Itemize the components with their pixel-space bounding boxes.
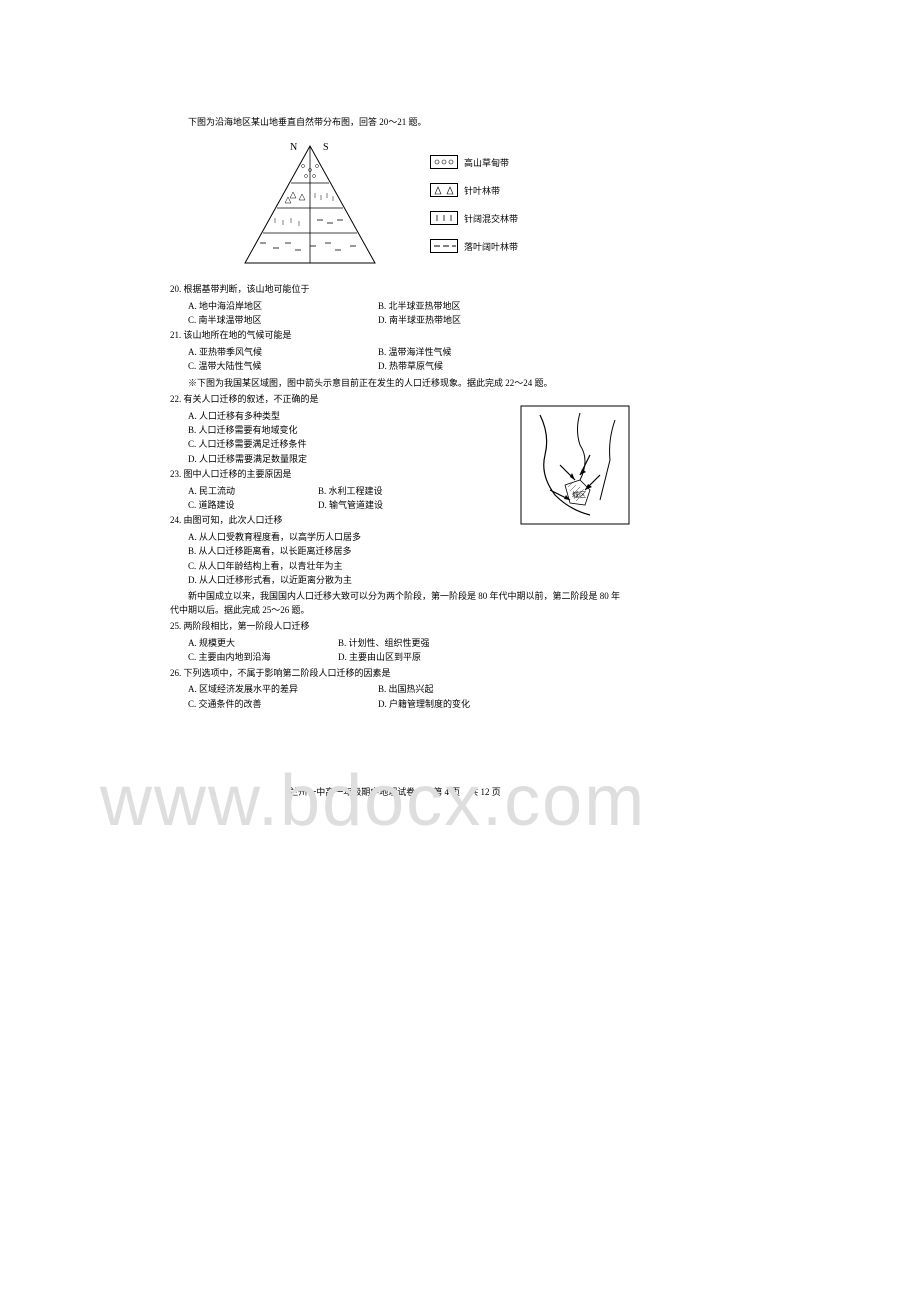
option-d: D. 从人口迁移形式看，以近距离分散为主 bbox=[188, 573, 620, 587]
question-26: 26. 下列选项中，不属于影响第二阶段人口迁移的因素是 A. 区域经济发展水平的… bbox=[170, 667, 620, 711]
north-label: N bbox=[290, 142, 297, 153]
legend-item: 落叶阔叶林带 bbox=[430, 237, 518, 255]
q-num: 20. bbox=[170, 284, 181, 294]
option-d: D. 户籍管理制度的变化 bbox=[378, 697, 620, 711]
q-text: 图中人口迁移的主要原因是 bbox=[184, 469, 292, 479]
option-a: A. 区域经济发展水平的差异 bbox=[188, 682, 378, 696]
q-text: 两阶段相比，第一阶段人口迁移 bbox=[184, 621, 310, 631]
q-text: 有关人口迁移的叙述，不正确的是 bbox=[184, 394, 319, 404]
option-a: A. 亚热带季风气候 bbox=[188, 345, 378, 359]
q-num: 23. bbox=[170, 469, 181, 479]
legend: 高山草甸带 针叶林带 bbox=[430, 153, 518, 265]
legend-label: 高山草甸带 bbox=[464, 156, 509, 169]
legend-item: 高山草甸带 bbox=[430, 153, 518, 171]
legend-item: 针叶林带 bbox=[430, 181, 518, 199]
option-c: C. 南半球温带地区 bbox=[188, 313, 378, 327]
option-a: A. 规模更大 bbox=[188, 636, 338, 650]
option-c: C. 道路建设 bbox=[188, 498, 318, 512]
intro-text-3: 新中国成立以来，我国国内人口迁移大致可以分为两个阶段，第一阶段是 80 年代中期… bbox=[170, 590, 620, 617]
q-num: 25. bbox=[170, 621, 181, 631]
option-c: C. 交通条件的改善 bbox=[188, 697, 378, 711]
option-b: B. 北半球亚热带地区 bbox=[378, 299, 620, 313]
question-25: 25. 两阶段相比，第一阶段人口迁移 A. 规模更大B. 计划性、组织性更强 C… bbox=[170, 620, 620, 664]
legend-box-mixed bbox=[430, 211, 458, 225]
q-text: 下列选项中，不属于影响第二阶段人口迁移的因素是 bbox=[184, 668, 391, 678]
option-d: D. 热带草原气候 bbox=[378, 359, 620, 373]
question-20: 20. 根据基带判断，该山地可能位于 A. 地中海沿岸地区B. 北半球亚热带地区… bbox=[170, 283, 620, 327]
page-content: 下图为沿海地区某山地垂直自然带分布图，回答 20～21 题。 N S bbox=[170, 115, 620, 713]
q-text: 根据基带判断，该山地可能位于 bbox=[184, 284, 310, 294]
option-b: B. 从人口迁移距离看，以长距离迁移居多 bbox=[188, 544, 620, 558]
watermark: www.bdocx.com bbox=[100, 760, 646, 842]
legend-item: 针阔混交林带 bbox=[430, 209, 518, 227]
region-map: 城区 bbox=[520, 405, 630, 525]
question-24: 24. 由图可知，此次人口迁移 A. 从人口受教育程度看，以高学历人口居多 B.… bbox=[170, 514, 620, 587]
mountain-diagram-section: N S bbox=[170, 138, 620, 273]
option-c: C. 主要由内地到沿海 bbox=[188, 650, 338, 664]
option-c: C. 从人口年龄结构上看，以青壮年为主 bbox=[188, 559, 620, 573]
q-num: 21. bbox=[170, 330, 181, 340]
legend-label: 针阔混交林带 bbox=[464, 212, 518, 225]
intro-text-2: ※下图为我国某区域图，图中箭头示意目前正在发生的人口迁移现象。据此完成 22～2… bbox=[170, 377, 620, 391]
legend-box-broadleaf bbox=[430, 239, 458, 253]
legend-box-conifer bbox=[430, 183, 458, 197]
legend-label: 针叶林带 bbox=[464, 184, 500, 197]
south-label: S bbox=[323, 142, 329, 153]
intro-text-1: 下图为沿海地区某山地垂直自然带分布图，回答 20～21 题。 bbox=[170, 115, 620, 128]
legend-label: 落叶阔叶林带 bbox=[464, 240, 518, 253]
option-b: B. 温带海洋性气候 bbox=[378, 345, 620, 359]
option-d: D. 主要由山区到平原 bbox=[338, 650, 620, 664]
option-d: D. 南半球亚热带地区 bbox=[378, 313, 620, 327]
svg-text:城区: 城区 bbox=[572, 491, 586, 499]
mountain-diagram: N S bbox=[235, 138, 385, 268]
q-text: 该山地所在地的气候可能是 bbox=[184, 330, 292, 340]
option-a: A. 地中海沿岸地区 bbox=[188, 299, 378, 313]
option-b: B. 出国热兴起 bbox=[378, 682, 620, 696]
q-text: 由图可知，此次人口迁移 bbox=[184, 515, 283, 525]
option-b: B. 计划性、组织性更强 bbox=[338, 636, 620, 650]
option-c: C. 温带大陆性气候 bbox=[188, 359, 378, 373]
q-num: 22. bbox=[170, 394, 181, 404]
option-a: A. 民工流动 bbox=[188, 484, 318, 498]
legend-box-meadow bbox=[430, 155, 458, 169]
question-21: 21. 该山地所在地的气候可能是 A. 亚热带季风气候B. 温带海洋性气候 C.… bbox=[170, 329, 620, 373]
q-num: 26. bbox=[170, 668, 181, 678]
q-num: 24. bbox=[170, 515, 181, 525]
option-a: A. 从人口受教育程度看，以高学历人口居多 bbox=[188, 530, 620, 544]
